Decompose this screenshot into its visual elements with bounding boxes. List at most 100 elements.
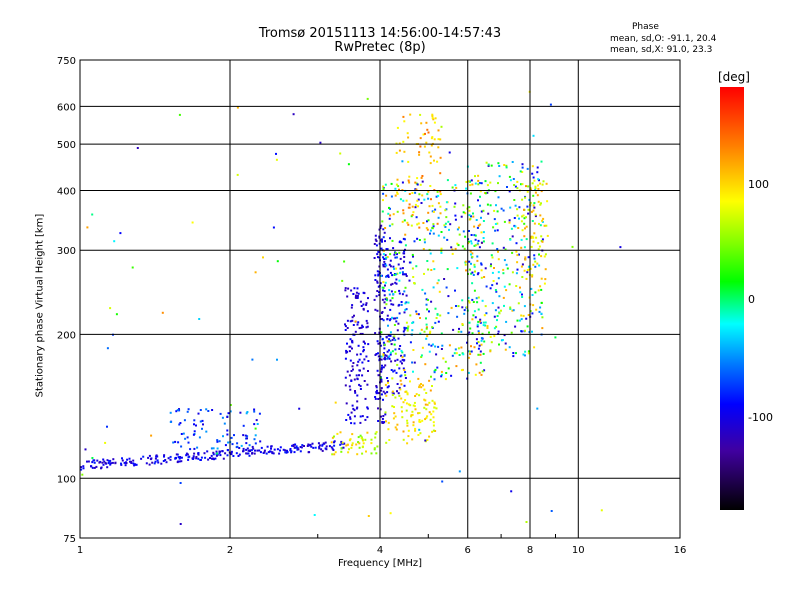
scatter-point (215, 454, 218, 457)
scatter-point (273, 448, 276, 451)
scatter-point (351, 304, 354, 307)
scatter-point (437, 138, 440, 141)
scatter-point (319, 141, 322, 144)
scatter-point (538, 310, 541, 313)
scatter-point (269, 450, 271, 453)
scatter-point (400, 406, 403, 409)
scatter-point (526, 271, 529, 274)
scatter-point (102, 463, 105, 466)
scatter-point (411, 361, 414, 364)
scatter-point (426, 193, 429, 196)
scatter-point (509, 307, 512, 310)
scatter-point (400, 303, 403, 306)
scatter-point (480, 337, 483, 340)
scatter-point (467, 371, 470, 374)
scatter-point (505, 164, 508, 167)
scatter-point (431, 385, 433, 387)
scatter-point (484, 324, 487, 327)
scatter-point (254, 449, 256, 452)
scatter-point (186, 436, 189, 439)
scatter-point (468, 214, 471, 217)
scatter-point (87, 460, 90, 463)
scatter-point (176, 409, 179, 412)
scatter-point (474, 270, 476, 273)
scatter-point (427, 268, 430, 271)
scatter-point (476, 259, 479, 262)
scatter-point (456, 242, 459, 245)
scatter-point (333, 435, 335, 438)
scatter-point (470, 350, 473, 353)
scatter-point (344, 376, 347, 379)
scatter-point (387, 428, 390, 431)
scatter-point (511, 309, 514, 312)
phase-o-stats: mean, sd,O: -91.1, 20.4 (610, 34, 717, 44)
scatter-point (187, 456, 190, 459)
scatter-point (391, 316, 393, 319)
scatter-point (380, 331, 383, 334)
scatter-point (432, 421, 435, 424)
scatter-point (479, 361, 482, 364)
scatter-point (404, 374, 407, 377)
scatter-point (464, 263, 467, 266)
scatter-point (391, 394, 394, 396)
scatter-point (311, 442, 314, 445)
scatter-point (505, 320, 508, 323)
scatter-point (486, 191, 489, 194)
scatter-point (407, 206, 410, 209)
scatter-point (401, 416, 404, 419)
scatter-point (407, 435, 410, 438)
scatter-point (386, 391, 389, 394)
scatter-point (425, 327, 428, 330)
scatter-point (367, 343, 370, 346)
scatter-point (540, 288, 543, 291)
scatter-point (324, 441, 327, 444)
scatter-point (479, 204, 481, 207)
scatter-point (491, 284, 494, 287)
scatter-point (491, 271, 494, 274)
scatter-point (539, 306, 542, 309)
scatter-point (163, 454, 166, 457)
scatter-point (431, 113, 434, 116)
scatter-point (354, 391, 357, 394)
scatter-point (212, 451, 215, 454)
scatter-point (418, 239, 421, 241)
scatter-point (385, 248, 388, 251)
scatter-point (417, 198, 420, 201)
scatter-point (230, 453, 233, 456)
scatter-point (80, 468, 83, 471)
scatter-point (467, 296, 470, 299)
scatter-point (545, 182, 548, 185)
scatter-point (384, 383, 387, 386)
scatter-point (441, 480, 444, 483)
scatter-point (439, 172, 442, 175)
scatter-point (525, 216, 527, 219)
scatter-point (348, 374, 351, 377)
scatter-point (201, 427, 203, 430)
scatter-point (486, 327, 489, 329)
scatter-point (219, 412, 222, 415)
scatter-point (525, 277, 528, 280)
scatter-point (339, 431, 342, 434)
scatter-point (466, 341, 468, 344)
scatter-point (429, 155, 432, 158)
scatter-point (477, 341, 480, 343)
scatter-point (375, 385, 378, 387)
scatter-point (267, 451, 270, 454)
scatter-point (403, 219, 406, 222)
scatter-point (382, 354, 385, 357)
scatter-point (532, 204, 535, 207)
scatter-point (382, 421, 385, 424)
scatter-point (395, 371, 398, 374)
scatter-point (489, 335, 492, 338)
scatter-point (242, 450, 244, 453)
scatter-point (374, 396, 377, 398)
scatter-point (457, 330, 460, 333)
scatter-point (192, 455, 195, 458)
scatter-point (486, 325, 489, 328)
scatter-point (392, 213, 395, 216)
scatter-point (382, 199, 384, 202)
scatter-point (543, 282, 546, 285)
scatter-point (418, 193, 421, 196)
scatter-point (527, 185, 530, 188)
scatter-point (114, 462, 117, 465)
